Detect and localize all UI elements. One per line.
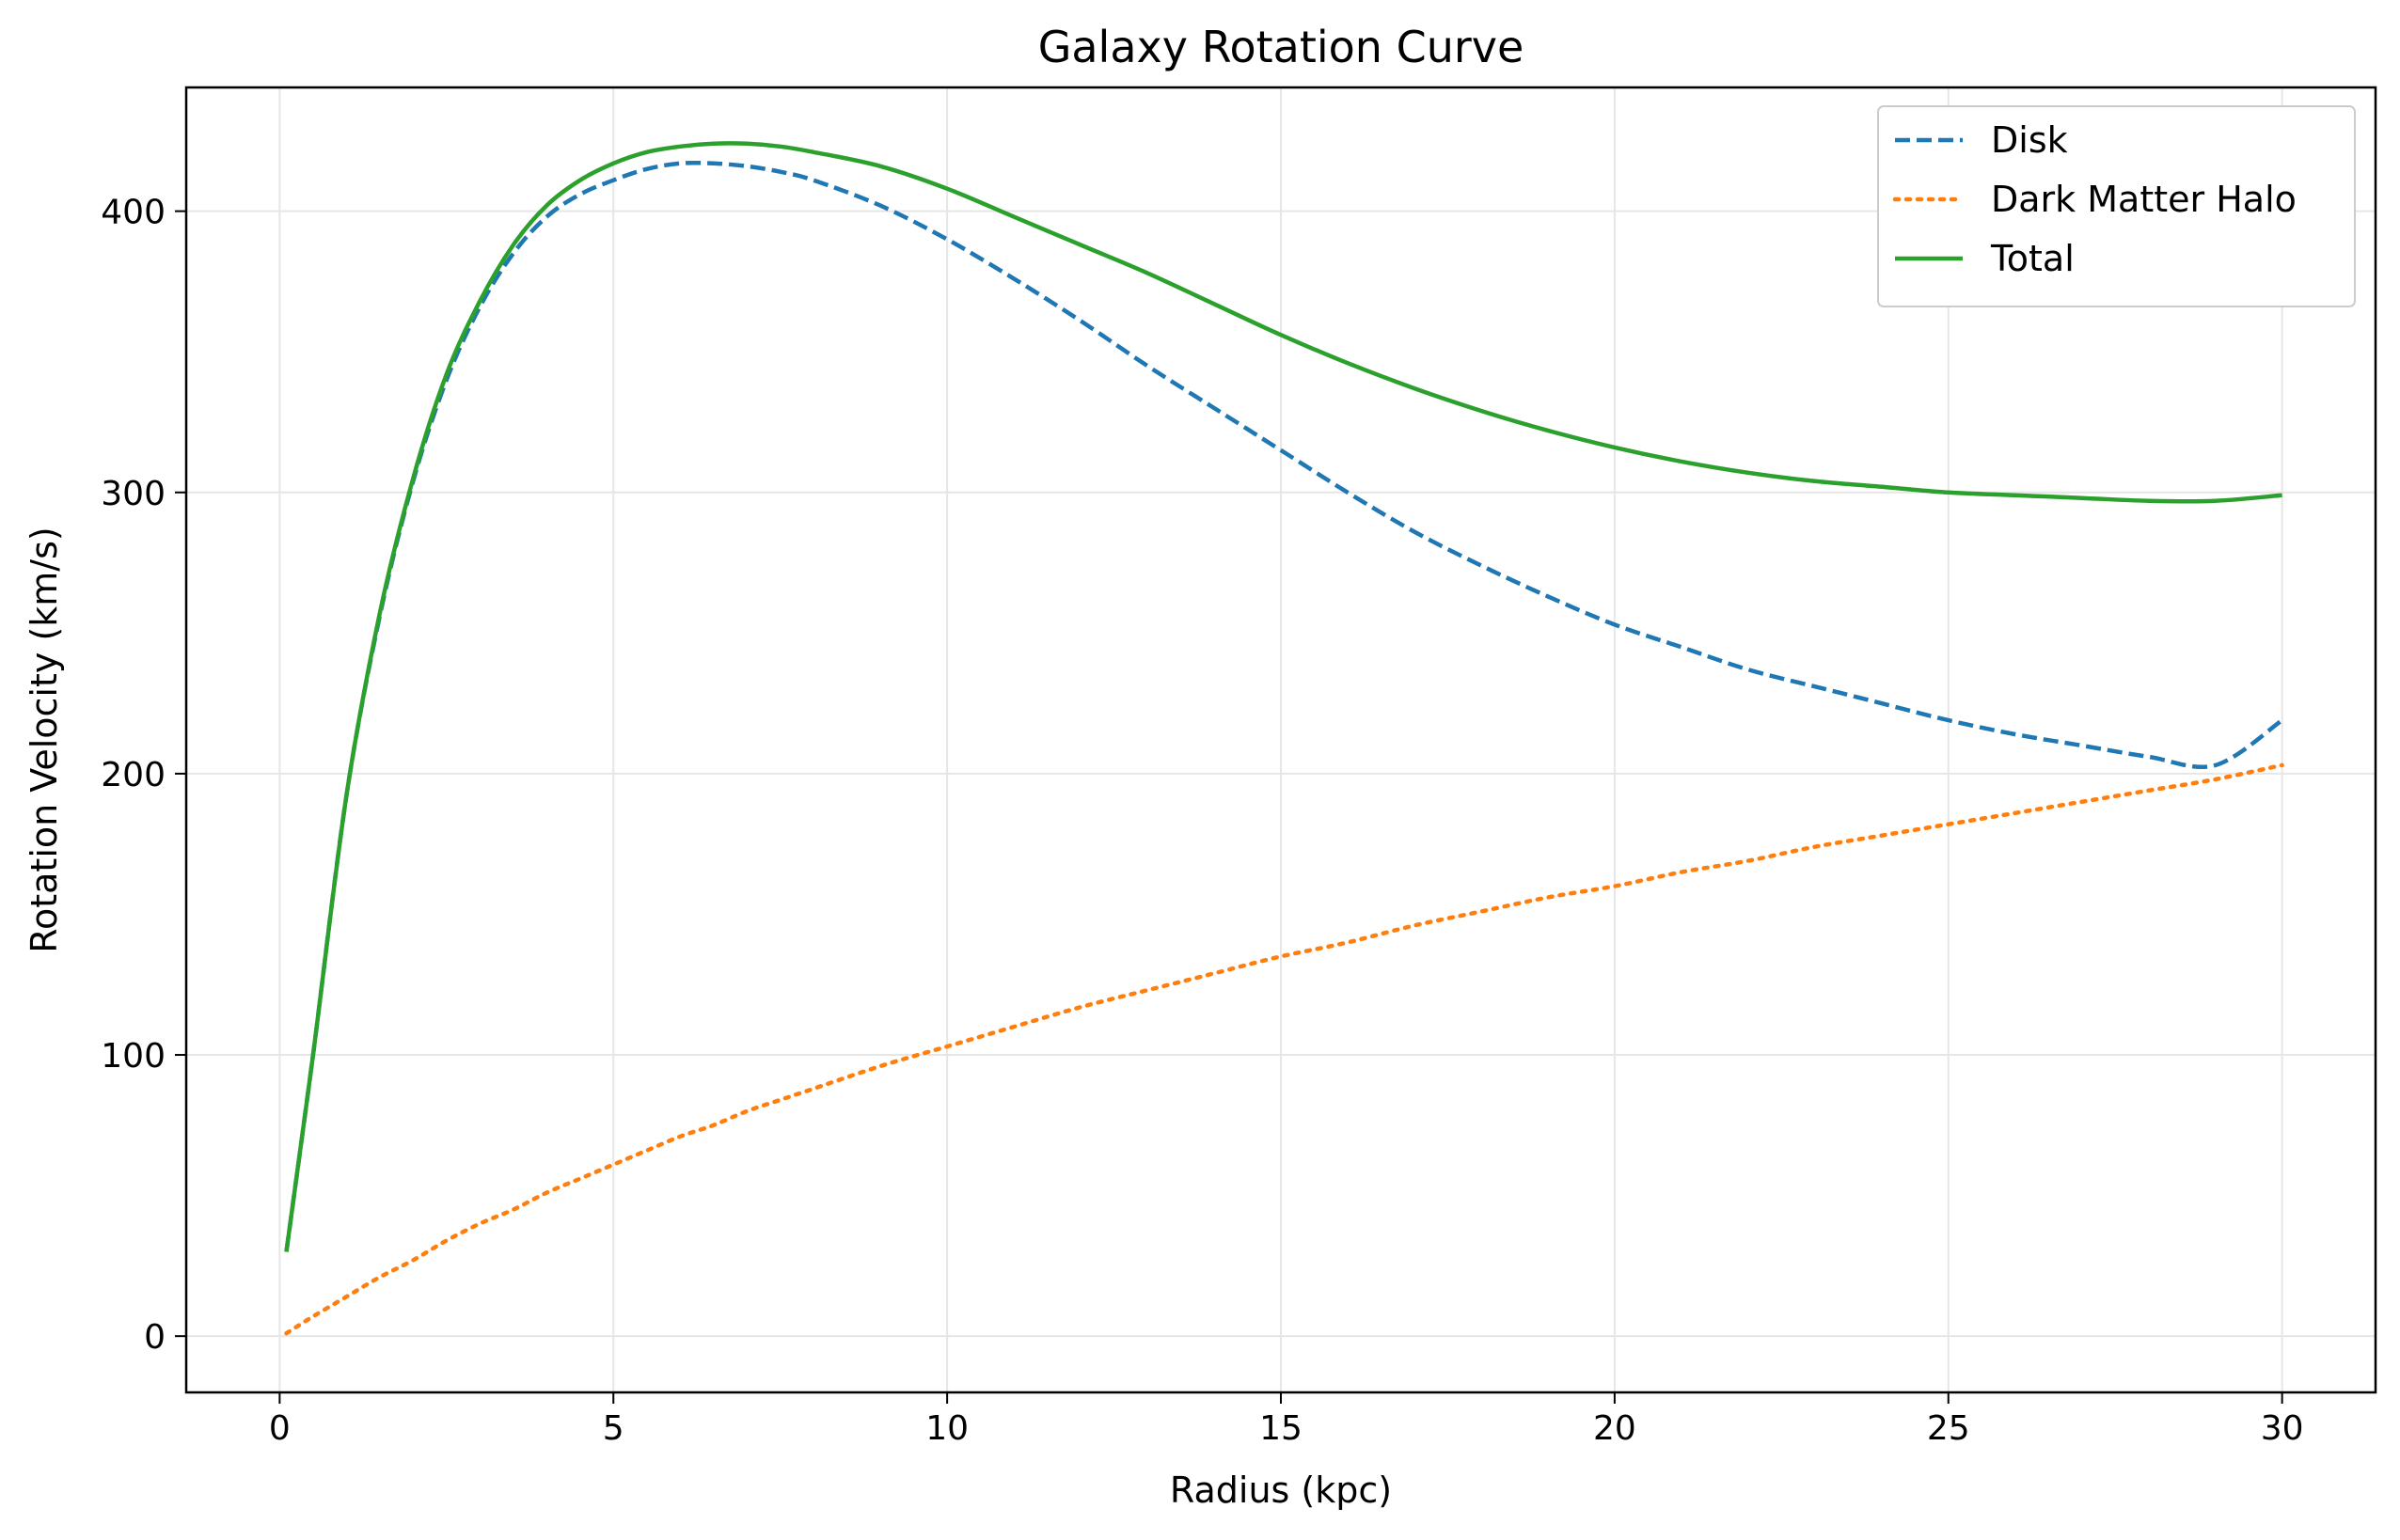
legend-label: Total <box>1990 238 2075 279</box>
x-tick-label: 30 <box>2261 1409 2304 1448</box>
x-tick-label: 15 <box>1259 1409 1303 1448</box>
x-axis-label: Radius (kpc) <box>1170 1469 1392 1511</box>
x-tick-label: 25 <box>1927 1409 1970 1448</box>
chart-title: Galaxy Rotation Curve <box>1038 22 1524 72</box>
series-group <box>284 141 2284 1336</box>
y-tick-label: 100 <box>101 1037 166 1076</box>
legend-label: Dark Matter Halo <box>1991 179 2297 220</box>
x-tick-label: 20 <box>1593 1409 1636 1448</box>
legend-box <box>1877 105 2356 307</box>
series-line-total <box>284 141 2282 1252</box>
y-axis-label: Rotation Velocity (km/s) <box>24 526 65 952</box>
x-tick-label: 0 <box>269 1409 291 1448</box>
y-tick-label: 0 <box>144 1318 166 1357</box>
y-tick-label: 300 <box>101 475 166 513</box>
legend: Disk Dark Matter Halo Total <box>1877 105 2356 307</box>
y-tick-label: 400 <box>101 194 166 232</box>
series-line-dark-matter-halo <box>284 762 2284 1336</box>
grid <box>186 87 2376 1392</box>
legend-label: Disk <box>1991 119 2068 161</box>
series-line-disk <box>284 160 2283 1252</box>
x-tick-label: 10 <box>925 1409 969 1448</box>
x-tick-label: 5 <box>603 1409 624 1448</box>
y-tick-label: 200 <box>101 756 166 794</box>
